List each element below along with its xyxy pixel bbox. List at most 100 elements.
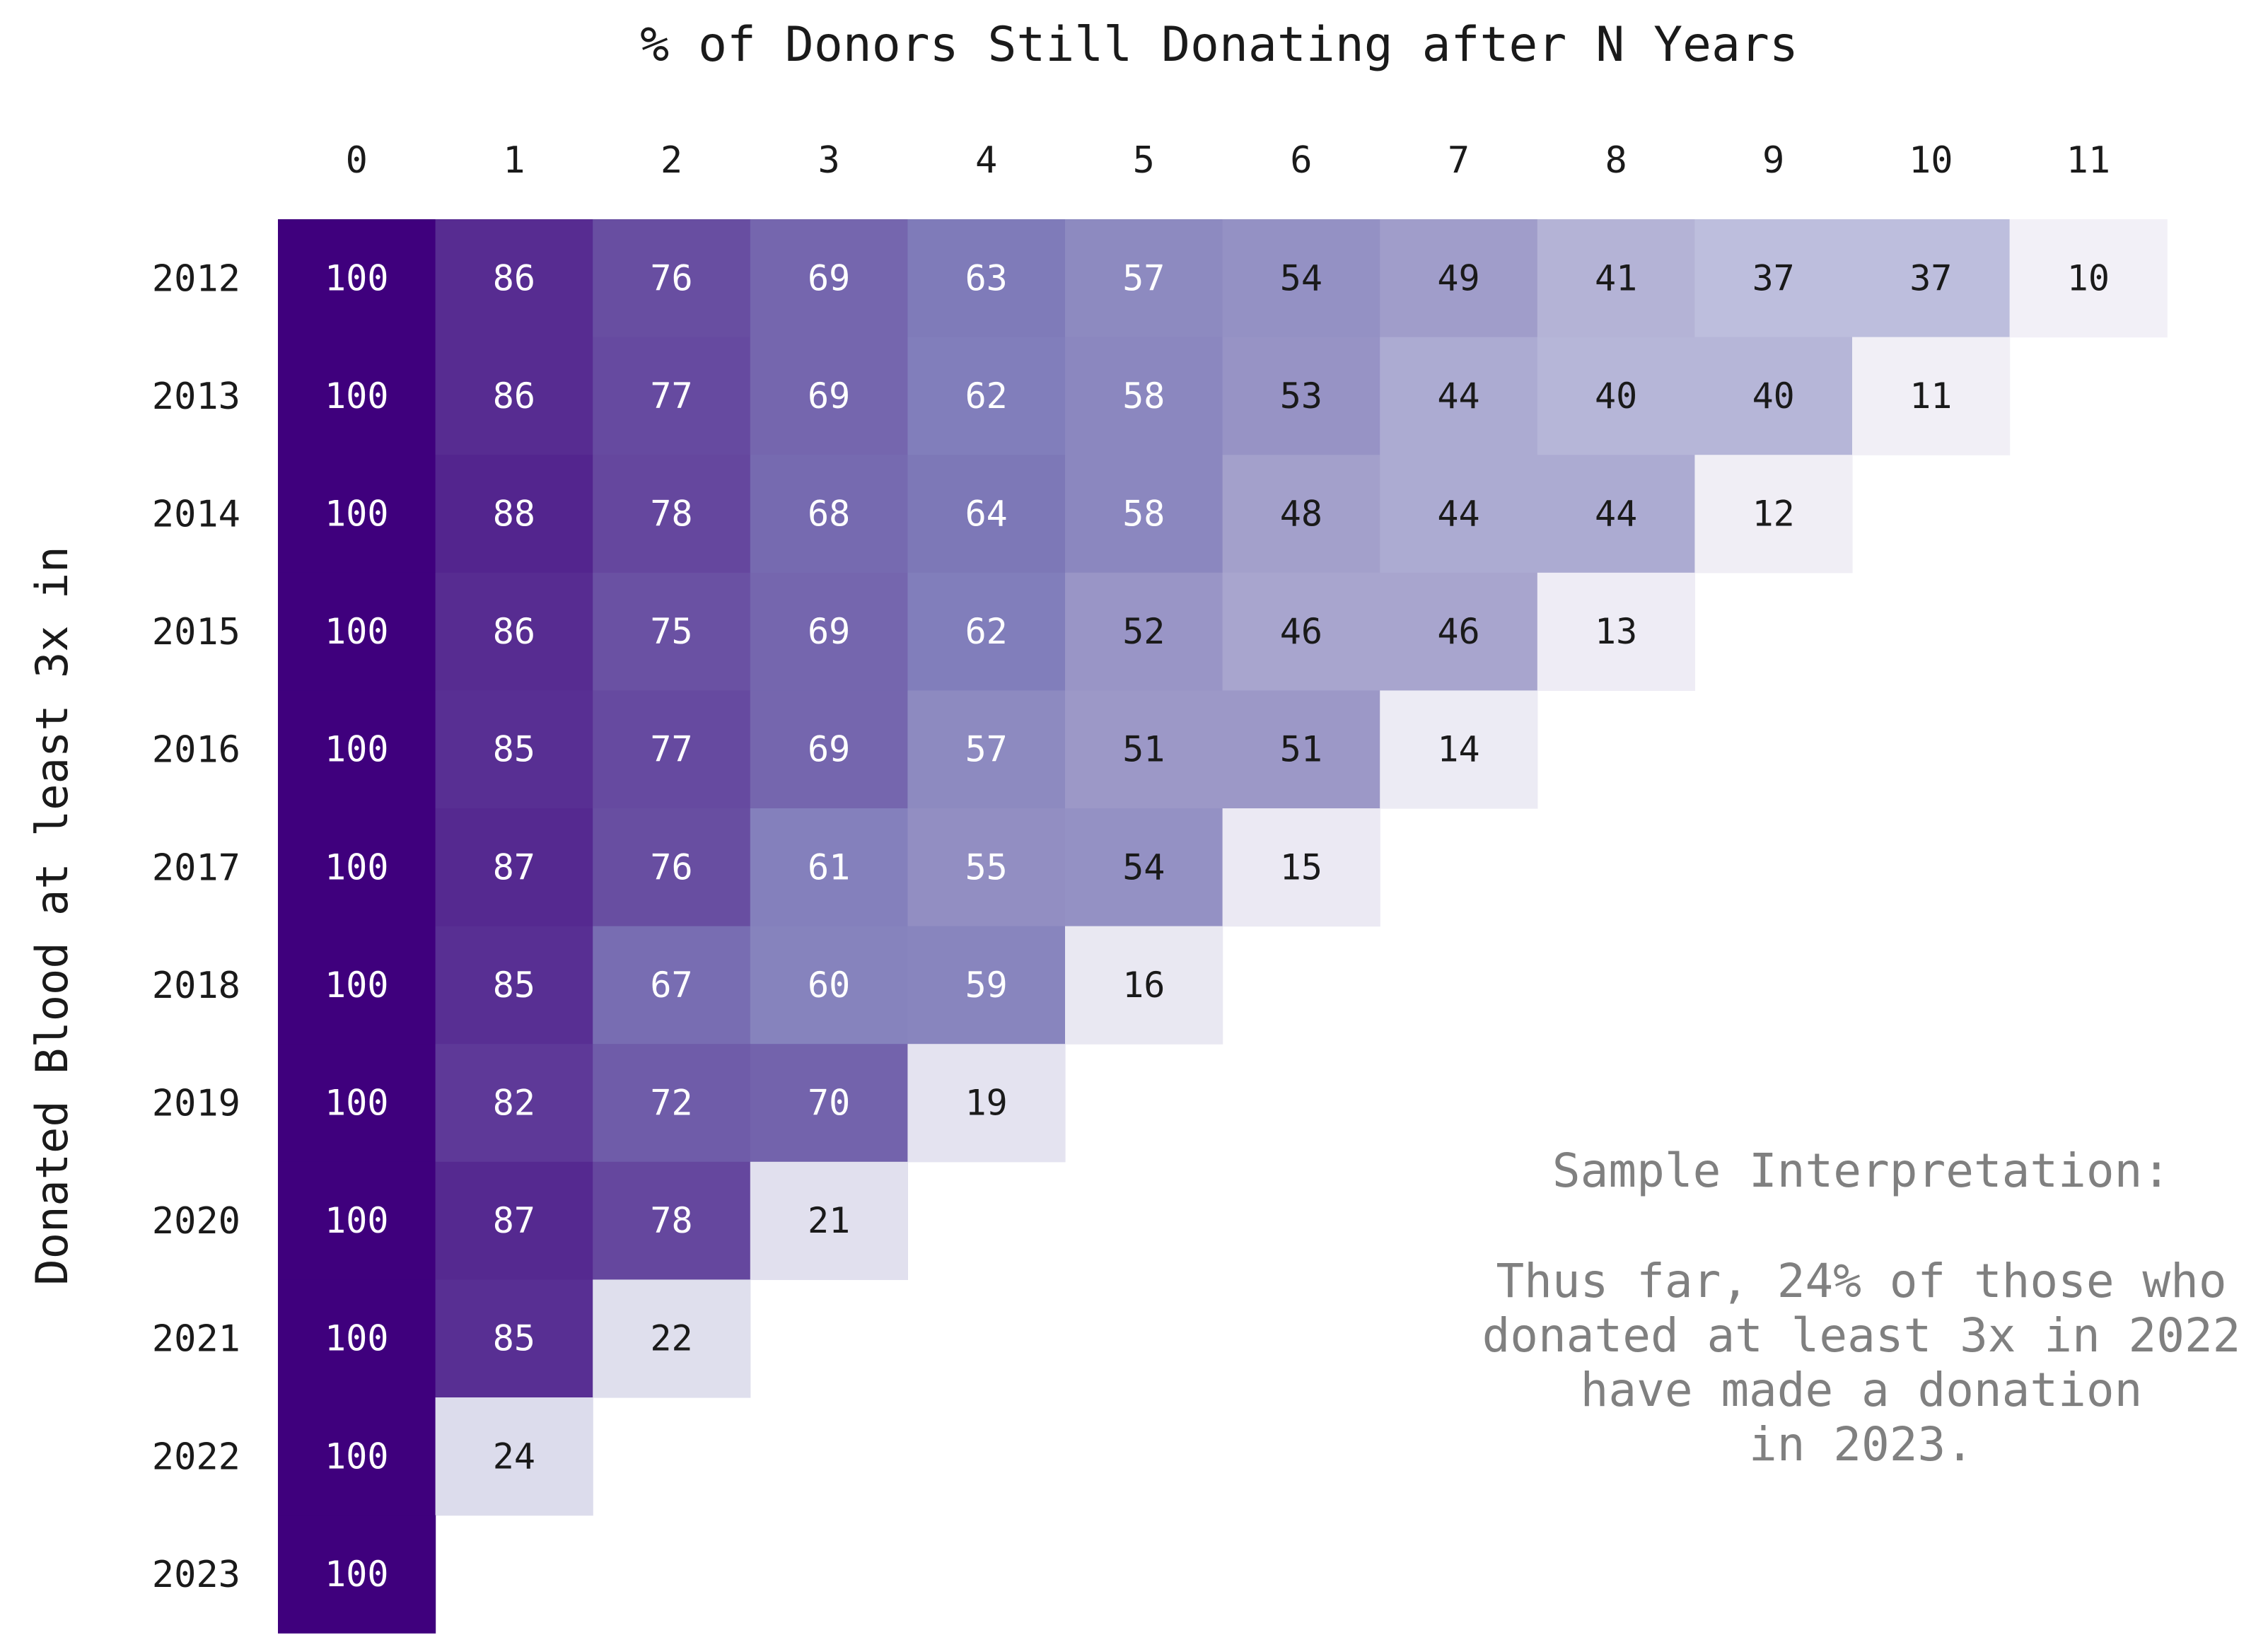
heatmap-cell [435, 1397, 593, 1516]
heatmap-cell [1065, 690, 1223, 809]
heatmap-cell [1380, 219, 1538, 338]
cell-value-label: 78 [650, 1200, 692, 1241]
y-tick-label: 2018 [152, 965, 240, 1007]
heatmap-cell [1380, 690, 1538, 809]
x-tick-label: 2 [661, 139, 682, 182]
cell-value-label: 51 [1122, 729, 1165, 770]
cell-value-label: 100 [325, 729, 388, 770]
heatmap-cell [278, 337, 436, 455]
y-tick-label: 2021 [152, 1318, 240, 1361]
cell-value-label: 58 [1122, 494, 1165, 535]
heatmap-cell [593, 926, 751, 1045]
heatmap-cell [1537, 337, 1695, 455]
x-tick-label: 8 [1605, 139, 1627, 182]
cell-value-label: 54 [1280, 257, 1322, 298]
heatmap-cell [278, 455, 436, 574]
cell-value-label: 21 [808, 1200, 850, 1241]
heatmap-cell [750, 1161, 908, 1280]
heatmap-cell [278, 1161, 436, 1280]
x-tick-label: 1 [503, 139, 525, 182]
cell-value-label: 57 [965, 729, 1008, 770]
heatmap-cell [750, 219, 908, 338]
heatmap-cell [1537, 572, 1695, 691]
cell-value-label: 61 [808, 847, 850, 888]
heatmap-cell [750, 808, 908, 927]
cell-value-label: 44 [1595, 494, 1637, 535]
heatmap-cell [907, 808, 1066, 927]
cell-value-label: 37 [1909, 257, 1952, 298]
heatmap-cell [907, 219, 1066, 338]
x-tick-label: 11 [2066, 139, 2111, 182]
cell-value-label: 100 [325, 1554, 388, 1595]
y-tick-label: 2020 [152, 1200, 240, 1243]
cell-value-label: 72 [650, 1083, 692, 1124]
cell-value-label: 86 [493, 376, 535, 417]
heatmap-cell [907, 690, 1066, 809]
heatmap-cell [593, 572, 751, 691]
cell-value-label: 100 [325, 494, 388, 535]
cell-value-label: 69 [808, 611, 850, 652]
cell-value-label: 76 [650, 847, 692, 888]
cell-value-label: 87 [493, 1200, 535, 1241]
cell-value-label: 100 [325, 1318, 388, 1359]
cell-value-label: 86 [493, 611, 535, 652]
cell-value-label: 11 [1909, 376, 1952, 417]
heatmap-cell [907, 337, 1066, 455]
cell-value-label: 15 [1280, 847, 1322, 888]
heatmap-cell [907, 1044, 1066, 1163]
note-line: in 2023. [1749, 1417, 1974, 1472]
heatmap-cell [593, 337, 751, 455]
cell-value-label: 57 [1122, 257, 1165, 298]
heatmap-cell [1065, 808, 1223, 927]
heatmap-cell [1694, 337, 1853, 455]
heatmap-cell [278, 219, 436, 338]
cell-value-label: 46 [1437, 611, 1479, 652]
cell-value-label: 100 [325, 1200, 388, 1241]
heatmap-cell [1537, 455, 1695, 574]
heatmap-cell [1065, 926, 1223, 1045]
cell-value-label: 60 [808, 965, 850, 1006]
cell-value-label: 86 [493, 257, 535, 298]
heatmap-cell [593, 1279, 751, 1398]
heatmap-cell [1852, 219, 2011, 338]
heatmap-cell [435, 219, 593, 338]
cell-value-label: 53 [1280, 376, 1322, 417]
heatmap-cell [907, 455, 1066, 574]
heatmap-cell [750, 455, 908, 574]
cell-value-label: 69 [808, 257, 850, 298]
heatmap-cell [435, 690, 593, 809]
heatmap-cell [435, 1279, 593, 1398]
heatmap-cell [1380, 455, 1538, 574]
heatmap-cell [593, 219, 751, 338]
heatmap-cell [435, 572, 593, 691]
heatmap-cell [278, 808, 436, 927]
heatmap-cell [1222, 808, 1380, 927]
cell-value-label: 58 [1122, 376, 1165, 417]
y-tick-label: 2017 [152, 847, 240, 889]
y-tick-label: 2013 [152, 376, 240, 418]
heatmap-cell [593, 1044, 751, 1163]
y-tick-label: 2014 [152, 494, 240, 536]
heatmap-cell [750, 690, 908, 809]
x-tick-label: 5 [1133, 139, 1155, 182]
cell-value-label: 100 [325, 611, 388, 652]
cell-value-label: 85 [493, 729, 535, 770]
cell-value-label: 44 [1437, 494, 1479, 535]
cell-value-label: 14 [1437, 729, 1479, 770]
cell-value-label: 46 [1280, 611, 1322, 652]
heatmap-cells: 100 86 76 69 63 57 54 49 41 37 37 10 100 86 77 69 62 58 53… [278, 219, 2168, 1634]
heatmap-cell [278, 1044, 436, 1163]
heatmap-cell [2009, 219, 2168, 338]
heatmap-cell [1222, 219, 1380, 338]
heatmap-cell [1694, 219, 1853, 338]
cell-value-label: 82 [493, 1083, 535, 1124]
x-tick-label: 7 [1448, 139, 1470, 182]
x-tick-label: 4 [975, 139, 997, 182]
y-tick-label: 2022 [152, 1436, 240, 1478]
cell-value-label: 69 [808, 376, 850, 417]
cell-value-label: 77 [650, 729, 692, 770]
heatmap-cell [907, 572, 1066, 691]
heatmap-cell [1852, 337, 2011, 455]
heatmap-cell [1380, 337, 1538, 455]
